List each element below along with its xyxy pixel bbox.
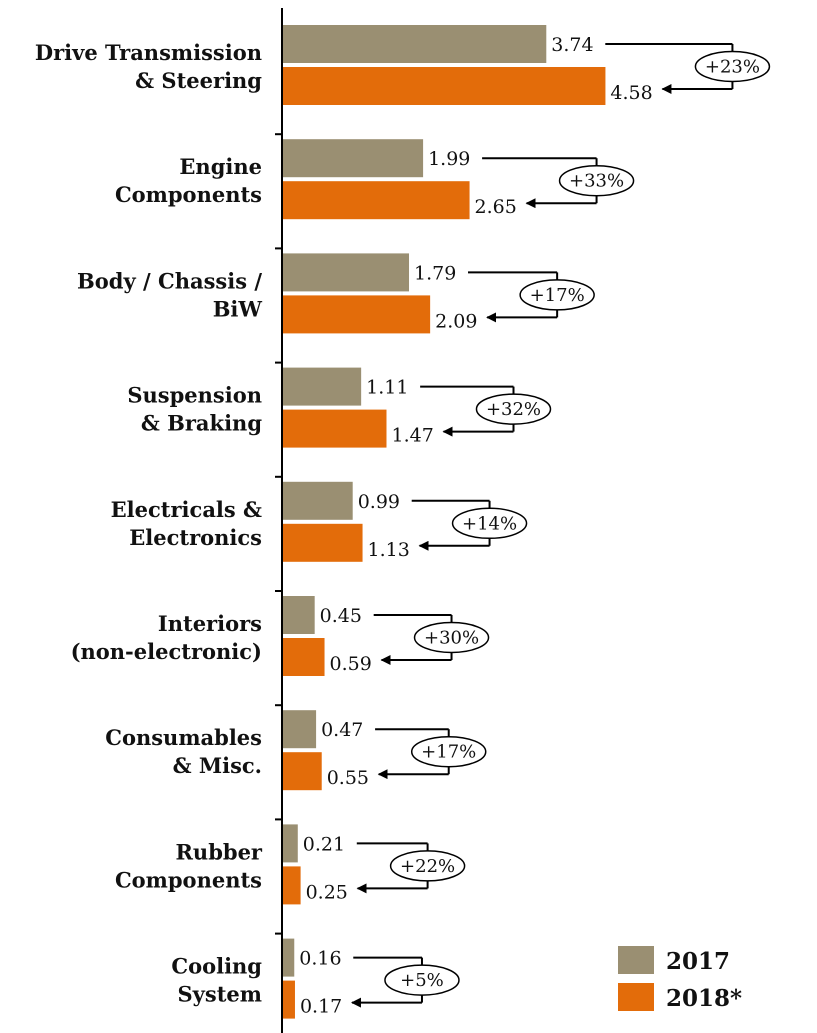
data-label-2017: 0.45 [320,605,362,627]
legend-label: 2017 [666,948,730,975]
growth-label: +17% [421,742,476,763]
growth-label: +17% [530,285,585,306]
growth-badge [389,850,466,882]
growth-badge [519,279,595,311]
category-label: Body / Chassis / BiW [77,268,262,321]
bar-2018 [283,295,431,334]
growth-badge [410,735,487,768]
legend-swatch [618,983,654,1011]
category-label: Drive Transmission & Steering [35,40,262,93]
data-label-2017: 0.99 [358,491,400,513]
growth-badge [558,164,635,197]
bars: 3.74 4.58 +23% 1.99 2.65 +33% 1.79 2.09 +17% 1.11… [283,25,771,1019]
growth-badge [694,50,771,83]
growth-badge [413,621,490,654]
legend: 2017 2018* [618,946,742,1012]
growth-label: +23% [705,57,760,78]
bar-2018 [283,638,325,676]
category-label: Suspension & Braking [127,383,262,436]
data-label-2017: 1.99 [428,148,470,170]
category-axis: Drive Transmission & Steering Engine Compon… [35,8,283,1033]
category-label: Cooling System [171,954,262,1007]
legend-label: 2018* [666,985,742,1012]
data-label-2017: 3.74 [551,34,593,56]
data-label-2018: 2.65 [475,196,517,218]
data-label-2018: 0.25 [306,881,348,903]
category-label: Electricals & Electronics [111,497,262,550]
bar-2017 [283,710,317,749]
growth-label: +32% [486,399,541,420]
bar-2017 [283,253,410,292]
growth-badge [384,964,460,996]
data-label-2017: 1.79 [414,262,456,284]
growth-badge [475,393,552,425]
growth-label: +5% [400,970,444,991]
data-label-2017: 0.21 [303,833,345,855]
bar-2017 [283,824,298,863]
bar-2017 [283,481,353,520]
bar-2017 [283,938,295,977]
bar-2017 [283,367,362,406]
growth-label: +22% [400,856,455,877]
bar-2018 [283,409,387,448]
data-label-2018: 1.47 [391,425,433,447]
data-label-2017: 0.47 [321,719,363,741]
bar-2018 [283,181,470,220]
category-label: Rubber Components [115,839,263,892]
bar-2018 [283,752,322,791]
growth-label: +33% [569,171,624,192]
bar-2017 [283,139,424,178]
data-label-2018: 4.58 [610,82,652,104]
category-label: Consumables & Misc. [105,725,262,778]
data-label-2018: 1.13 [368,539,410,561]
growth-badge [451,507,528,540]
category-label: Engine Components [115,154,262,207]
bar-2017 [283,596,315,634]
data-label-2018: 0.17 [300,996,342,1018]
bar-2017 [283,25,547,63]
bar-2018 [283,980,295,1019]
data-label-2018: 0.59 [330,653,372,675]
growth-label: +30% [424,628,479,649]
data-label-2018: 2.09 [435,310,477,332]
legend-swatch [618,946,654,974]
data-label-2017: 1.11 [366,377,408,399]
growth-label: +14% [462,513,517,534]
bar-2018 [283,523,363,562]
data-label-2017: 0.16 [299,948,341,970]
category-label: Interiors (non-electronic) [71,611,262,664]
bar-2018 [283,866,301,905]
bar-2018 [283,67,606,105]
data-label-2018: 0.55 [327,767,369,789]
